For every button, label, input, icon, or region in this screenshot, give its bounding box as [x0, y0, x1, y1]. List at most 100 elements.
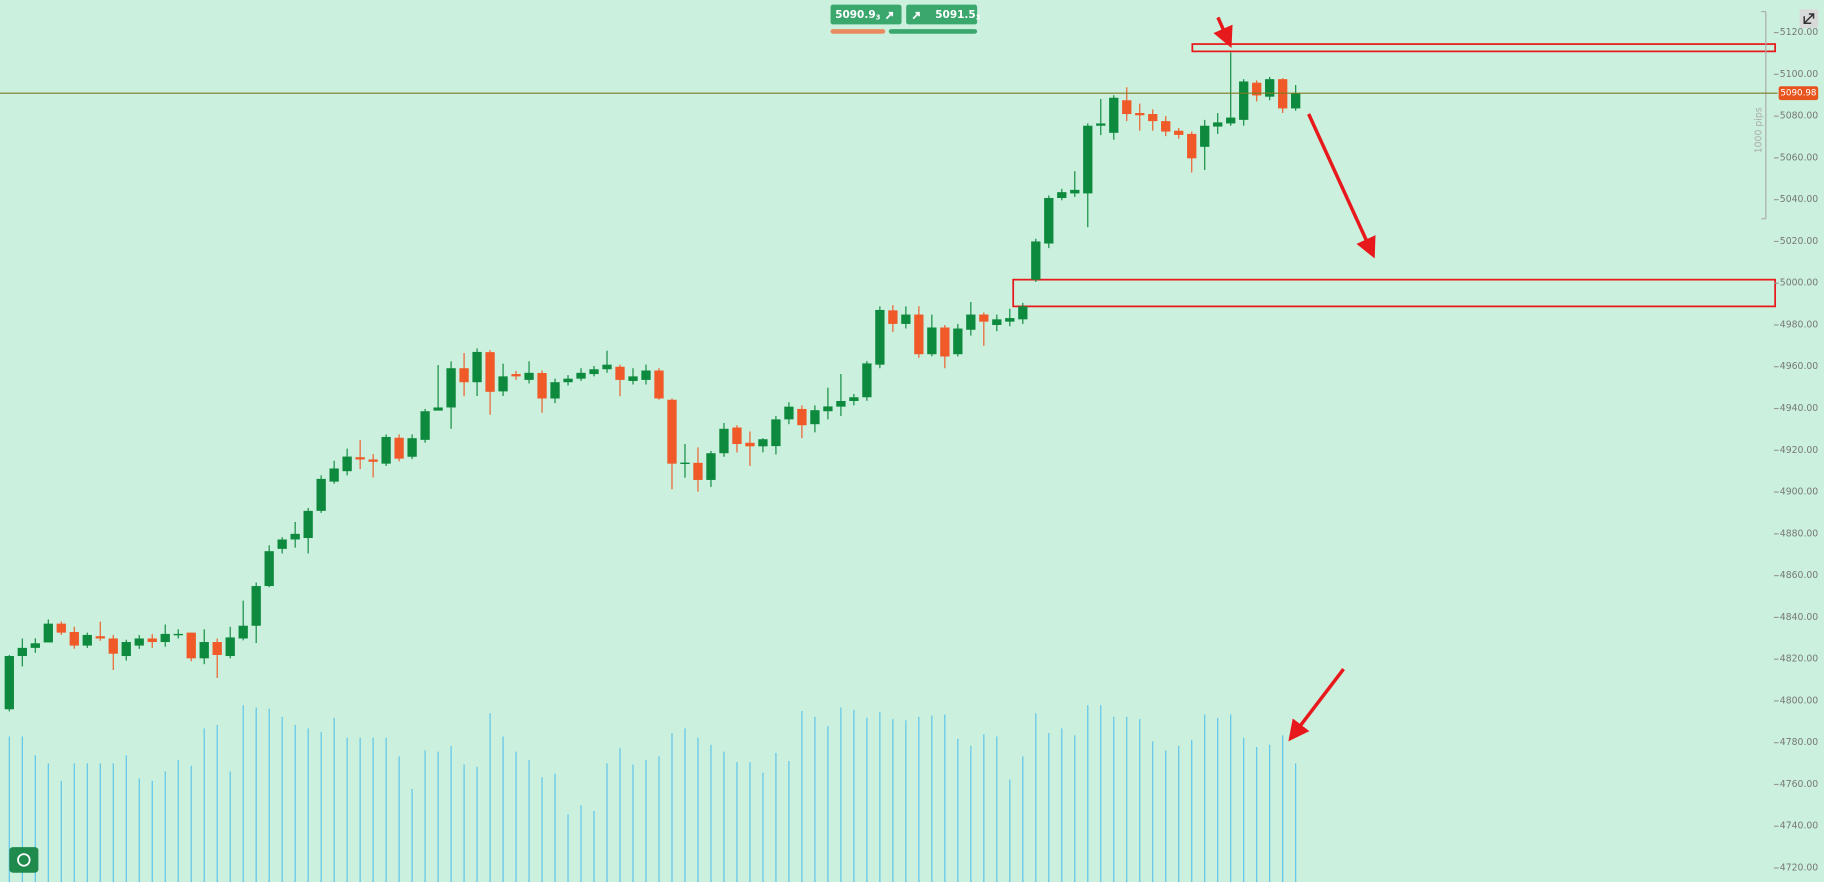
candle-body [82, 634, 92, 646]
sell-button[interactable]: 5090.93 [830, 4, 902, 25]
arrow [1213, 16, 1233, 48]
candle-body [966, 314, 976, 330]
candle-body [1265, 79, 1275, 97]
candle-body [875, 309, 885, 365]
sell-price[interactable]: 5090.93 [835, 9, 880, 21]
candle-body [121, 642, 131, 657]
candle-body [719, 428, 729, 454]
y-tick-label: 5120.00 [1780, 27, 1819, 38]
candle-body [43, 623, 53, 643]
candle-body [602, 364, 612, 370]
sell-icon[interactable] [885, 11, 894, 20]
candle-body [368, 459, 378, 462]
sell-box[interactable] [830, 4, 902, 25]
candle-body [381, 436, 391, 464]
candle-body [550, 382, 560, 399]
candle-body [641, 370, 651, 380]
candle-body [1018, 306, 1028, 320]
y-tick-label: 4740.00 [1780, 821, 1819, 832]
candle-body [1187, 133, 1197, 159]
candle-body [277, 539, 287, 549]
candle-body [420, 411, 430, 440]
buy-box[interactable] [906, 4, 978, 25]
candle-body [1161, 121, 1171, 132]
candle-body [1200, 125, 1210, 147]
buy-button[interactable]: 5091.53 [906, 4, 981, 25]
candle-body [446, 368, 456, 408]
candle-body [1031, 241, 1041, 280]
candle-body [472, 351, 482, 383]
candle-body [1252, 82, 1262, 96]
candle-body [95, 636, 105, 639]
candle-body [186, 632, 196, 659]
candle-body [1226, 117, 1236, 124]
y-tick-label: 4800.00 [1780, 695, 1819, 706]
candle-body [797, 408, 807, 426]
candle-body [524, 372, 534, 380]
logo-button[interactable] [9, 847, 39, 873]
candle-body [823, 406, 833, 412]
zone-box [1191, 43, 1777, 53]
candle-body [784, 406, 794, 420]
buy-price[interactable]: 5091.53 [935, 9, 980, 21]
candle-body [108, 638, 118, 654]
candle-body [667, 399, 677, 464]
candle-body [251, 586, 261, 626]
candle-body [758, 439, 768, 447]
candle-body [771, 419, 781, 447]
candle-body [4, 656, 14, 710]
candle-body [303, 510, 313, 539]
sell-sub[interactable]: 3 [876, 13, 881, 21]
sell-main[interactable]: 5090.9 [835, 9, 875, 21]
y-tick-label: 5000.00 [1780, 278, 1819, 289]
candle-body [56, 623, 66, 633]
price-label: 5090.98 [1780, 89, 1816, 99]
candle-body [264, 551, 274, 587]
candle-body [680, 462, 690, 465]
candle-body [1291, 93, 1301, 109]
candle-body [394, 437, 404, 459]
candle-body [498, 376, 508, 392]
buy-sub[interactable]: 3 [976, 13, 981, 21]
candle-body [1278, 79, 1288, 109]
candle-body [849, 397, 859, 402]
buy-bar [888, 29, 978, 34]
arrow [1307, 113, 1376, 259]
y-tick-label: 4780.00 [1780, 737, 1819, 748]
candle-body [30, 643, 40, 648]
y-tick-label: 5100.00 [1780, 69, 1819, 80]
candle-body [134, 638, 144, 646]
candle-body [992, 319, 1002, 325]
candle-body [433, 407, 443, 411]
buy-icon[interactable] [912, 11, 920, 20]
candle-body [316, 478, 326, 511]
candle-body [732, 427, 742, 445]
sell-bar [830, 29, 886, 34]
buy-main[interactable]: 5091.5 [935, 9, 975, 21]
candle-body [914, 314, 924, 355]
candle-body [706, 453, 716, 480]
candle-body [17, 647, 27, 657]
candle-body [1174, 130, 1184, 135]
ruler-label: 1000 pips [1753, 107, 1764, 153]
candle-body [485, 352, 495, 392]
candle-body [342, 456, 352, 472]
candle-body [745, 442, 755, 447]
candle-body [979, 314, 989, 322]
candle-body [459, 368, 469, 383]
y-tick-label: 4760.00 [1780, 779, 1819, 790]
y-tick-label: 4840.00 [1780, 612, 1819, 623]
popout-icon[interactable] [1803, 13, 1815, 25]
candle-body [329, 468, 339, 482]
y-tick-label: 4820.00 [1780, 654, 1819, 665]
candle-body [1213, 122, 1223, 127]
y-tick-label: 4860.00 [1780, 570, 1819, 581]
candle-body [654, 370, 664, 399]
candle-body [160, 633, 170, 643]
y-tick-label: 5020.00 [1780, 236, 1819, 247]
zones-layer [1012, 43, 1777, 308]
logo-icon[interactable] [17, 853, 31, 867]
candle-body [836, 401, 846, 407]
candle-body [615, 366, 625, 380]
candle-body [1148, 114, 1158, 122]
